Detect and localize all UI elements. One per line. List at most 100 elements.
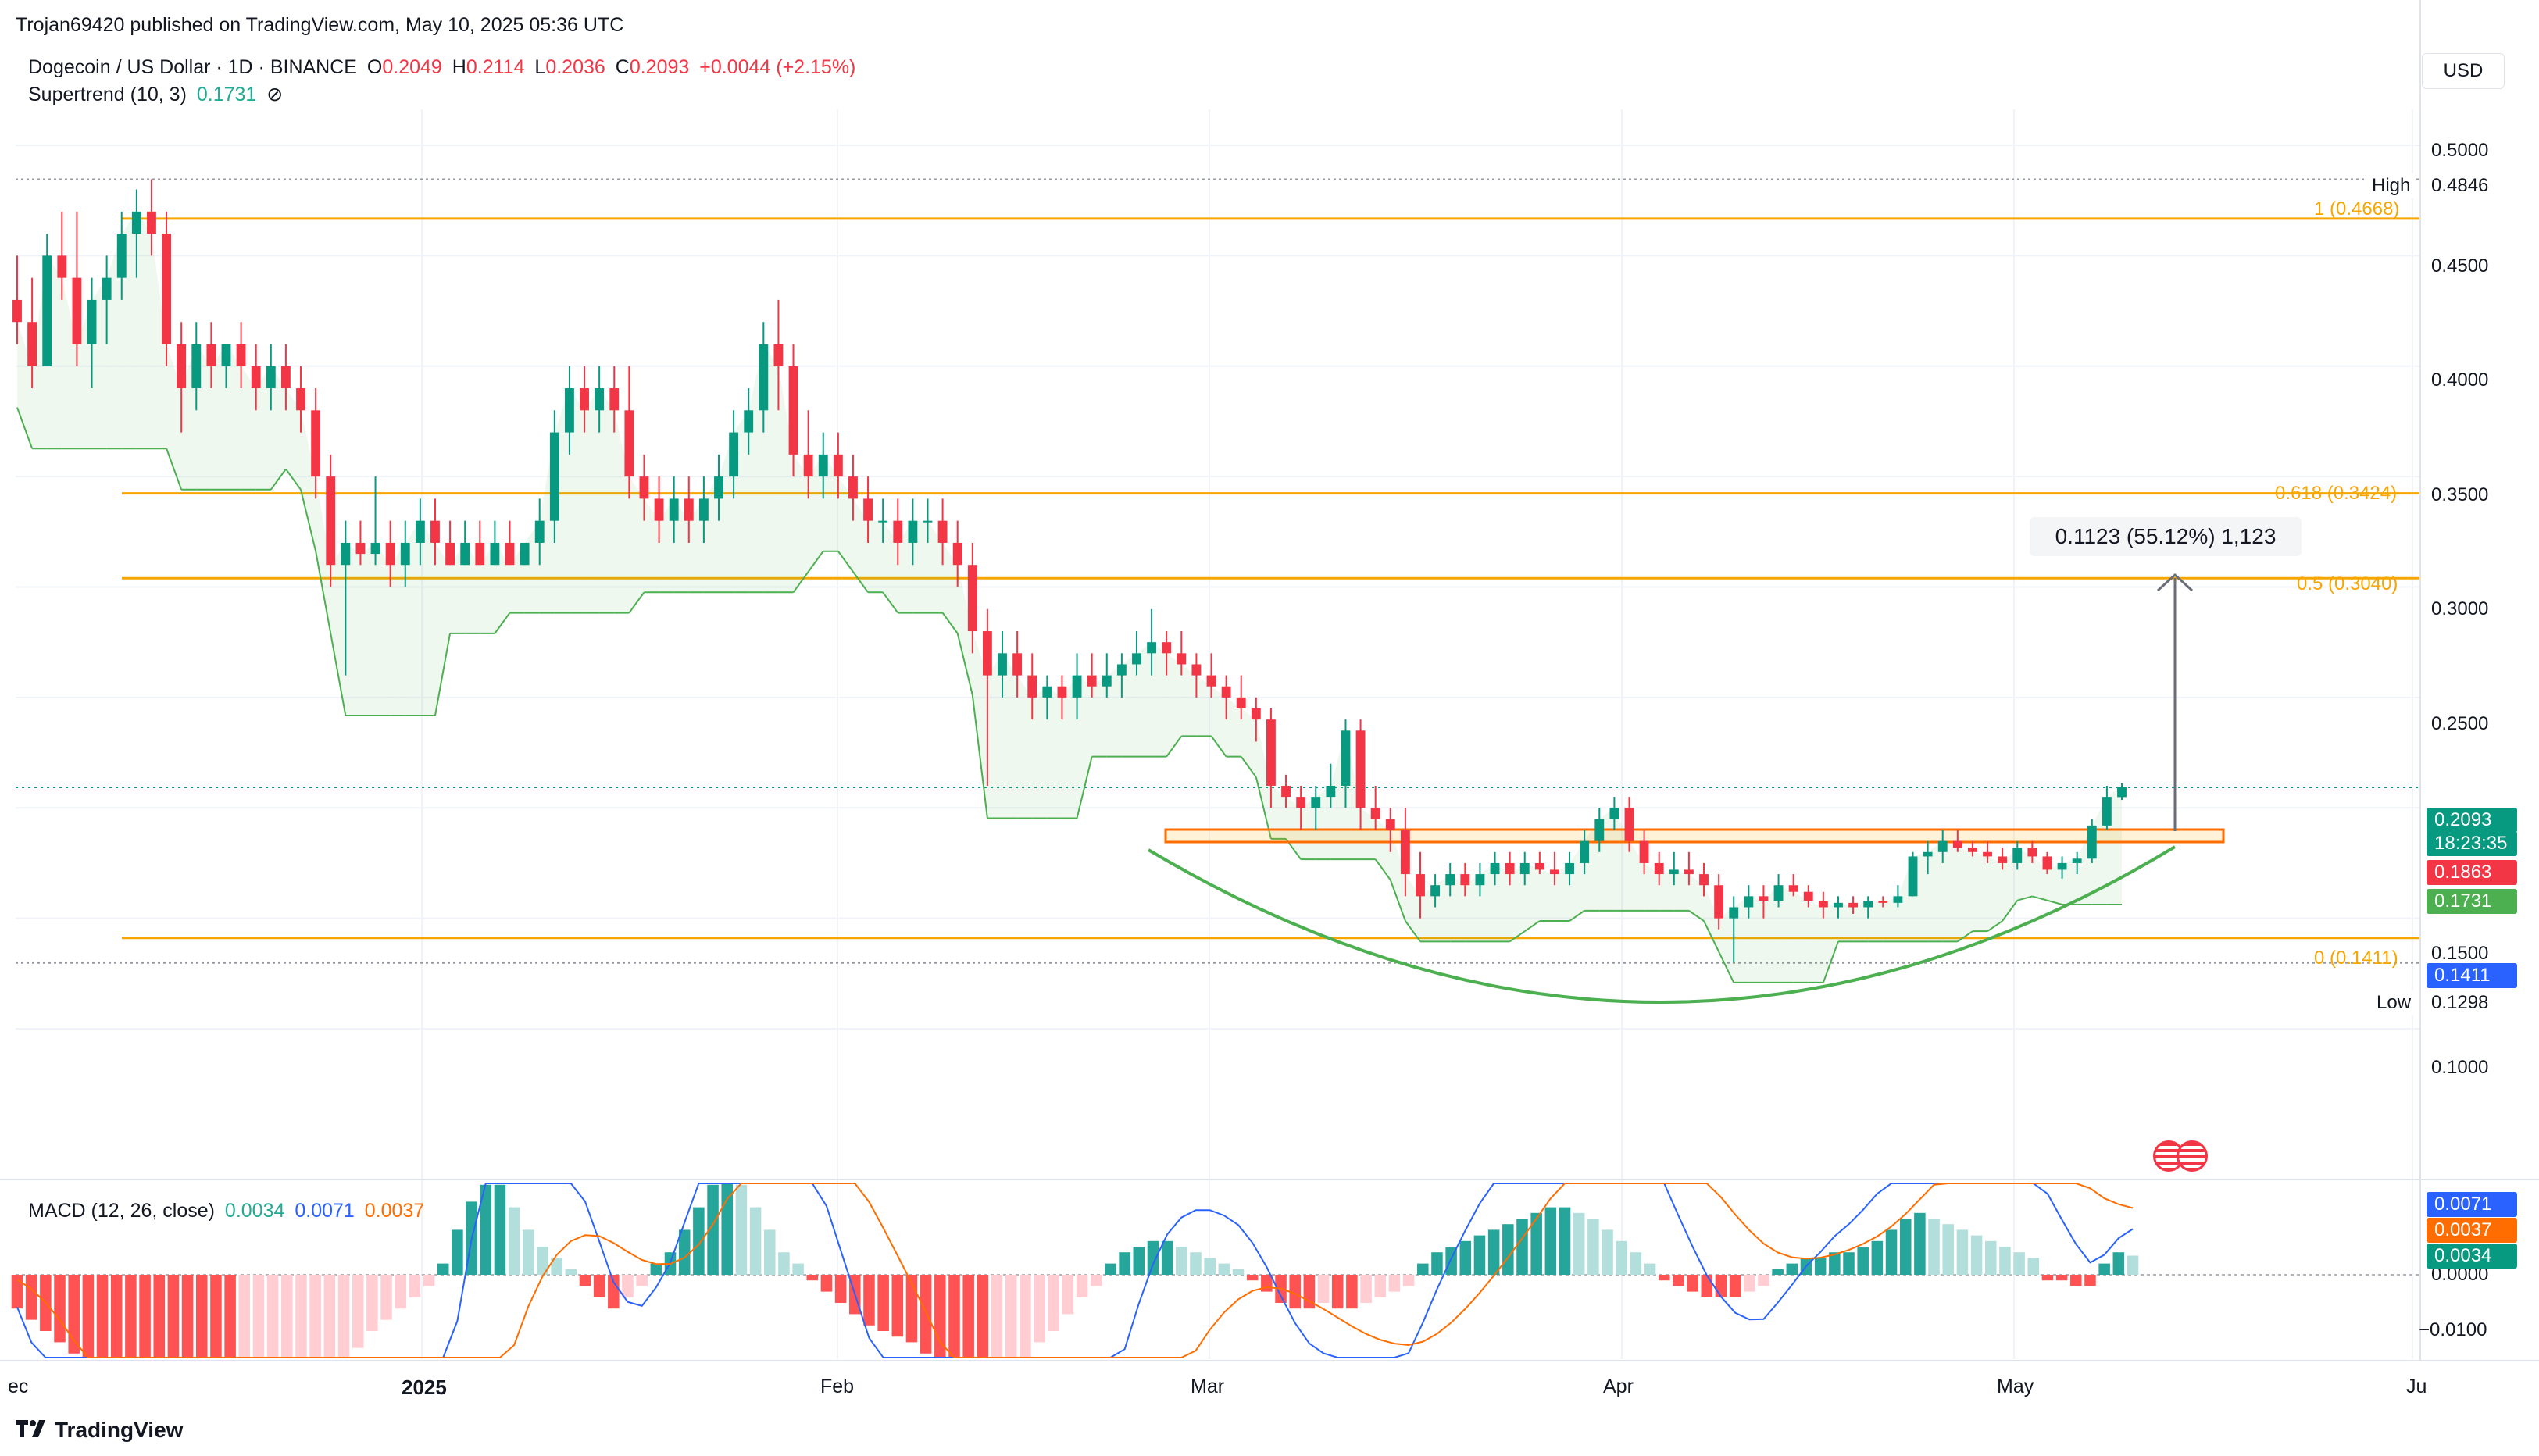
- macd-legend[interactable]: MACD (12, 26, close) 0.0034 0.0071 0.003…: [28, 1200, 429, 1222]
- macd-histogram-bar: [153, 1275, 166, 1358]
- supertrend-fill: [1927, 840, 1943, 942]
- candle-body: [1848, 902, 1859, 908]
- candle-body: [1206, 675, 1216, 687]
- supertrend-fill: [584, 388, 600, 613]
- publish-info: Trojan69420 published on TradingView.com…: [16, 14, 624, 36]
- macd-histogram-bar: [96, 1275, 109, 1358]
- supertrend-fill: [1554, 862, 1570, 922]
- macd-histogram-bar: [1956, 1229, 1969, 1275]
- macd-histogram-bar: [806, 1275, 819, 1281]
- indicator-title: Supertrend (10, 3): [28, 84, 187, 105]
- supertrend-fill: [1957, 848, 1973, 942]
- candle-body: [937, 520, 948, 543]
- candle-body: [952, 542, 962, 566]
- macd-histogram-bar: [948, 1275, 960, 1358]
- supertrend-fill: [569, 388, 585, 613]
- candle-body: [1147, 642, 1157, 654]
- macd-histogram-bar: [68, 1275, 80, 1354]
- supertrend-fill: [957, 565, 973, 695]
- price-tick: 0.4500: [2431, 255, 2489, 277]
- supertrend-fill: [942, 542, 958, 633]
- macd-histogram-bar: [693, 1207, 705, 1275]
- macd-histogram-bar: [210, 1275, 222, 1358]
- supertrend-line: [852, 571, 869, 593]
- macd-histogram-bar: [1048, 1275, 1060, 1331]
- candle-body: [788, 366, 798, 455]
- supertrend-fill: [434, 542, 451, 716]
- macd-histogram-bar: [991, 1275, 1003, 1358]
- time-axis[interactable]: [0, 0, 2539, 1361]
- macd-histogram-bar: [195, 1275, 208, 1358]
- macd-histogram-bar: [1602, 1229, 1613, 1275]
- supertrend-fill: [1719, 907, 1734, 983]
- macd-histogram-bar: [905, 1275, 918, 1343]
- tradingview-logo[interactable]: TradingView: [16, 1418, 183, 1443]
- candle-body: [1087, 675, 1097, 687]
- candle-body: [1266, 719, 1276, 786]
- macd-histogram-bar: [977, 1275, 989, 1358]
- macd-histogram-bar: [323, 1275, 336, 1358]
- candle-body: [998, 653, 1007, 676]
- cup-pattern-curve[interactable]: [1147, 573, 2225, 1004]
- supertrend-fill: [211, 344, 227, 490]
- macd-histogram-bar: [2013, 1252, 2025, 1275]
- supertrend-fill: [1136, 642, 1152, 757]
- candle-body: [280, 366, 291, 389]
- candle-body: [177, 344, 187, 389]
- candle-body: [534, 520, 545, 543]
- candle-body: [1983, 851, 1992, 857]
- macd-histogram-bar: [920, 1275, 932, 1354]
- macd-histogram-bar: [877, 1275, 889, 1331]
- candle-body: [1534, 862, 1544, 870]
- currency-button[interactable]: USD: [2422, 53, 2505, 89]
- candle-body: [2012, 848, 2023, 863]
- macd-histogram-bar: [1587, 1219, 1599, 1275]
- tradingview-logo-icon: [16, 1418, 47, 1443]
- supertrend-line: [1166, 735, 1183, 758]
- supertrend-line: [792, 571, 809, 593]
- macd-histogram-bar: [523, 1229, 534, 1275]
- supertrend-fill: [1673, 869, 1689, 911]
- us-flag-events-icon[interactable]: [2153, 1140, 2208, 1172]
- indicator-legend[interactable]: Supertrend (10, 3) 0.1731 ⊘: [28, 83, 287, 106]
- macd-histogram-bar: [1701, 1275, 1713, 1297]
- time-label: Ju: [2406, 1376, 2427, 1397]
- candle-body: [2042, 856, 2052, 870]
- supertrend-fill: [987, 653, 1003, 819]
- candle-body: [1744, 896, 1754, 908]
- supertrend-fill: [852, 498, 869, 593]
- supertrend-fill: [255, 366, 271, 490]
- candle-body: [684, 498, 694, 521]
- symbol-legend[interactable]: Dogecoin / US Dollar · 1D · BINANCE O0.2…: [28, 56, 860, 79]
- macd-histogram-bar: [395, 1275, 406, 1309]
- candle-body: [1773, 885, 1784, 901]
- supertrend-fill: [1450, 874, 1466, 942]
- supertrend-fill: [136, 211, 152, 449]
- candle-body: [400, 542, 410, 566]
- macd-histogram-bar: [494, 1184, 506, 1275]
- supertrend-line: [1210, 735, 1227, 758]
- macd-histogram-bar: [1331, 1275, 1344, 1309]
- macd-title: MACD (12, 26, close): [28, 1200, 215, 1222]
- no-visibility-icon[interactable]: ⊘: [266, 84, 284, 105]
- macd-histogram-bar: [1261, 1275, 1273, 1292]
- supertrend-fill: [390, 542, 405, 716]
- candle-body: [893, 520, 903, 543]
- candle-body: [116, 234, 127, 278]
- supertrend-line: [1688, 910, 1705, 922]
- macd-histogram-bar: [1729, 1275, 1741, 1297]
- high-value: 0.4846: [2427, 173, 2494, 198]
- supertrend-fill: [1032, 686, 1048, 819]
- supertrend-fill: [375, 542, 391, 716]
- low-value: 0.2036: [545, 56, 605, 78]
- macd-histogram-bar: [579, 1275, 591, 1286]
- fib-retracement[interactable]: [122, 217, 2420, 940]
- supertrend-line: [1240, 756, 1257, 778]
- open-value: 0.2049: [382, 56, 442, 78]
- candle-body: [1759, 896, 1769, 901]
- macd-histogram-bar: [2098, 1263, 2110, 1275]
- supertrend-fill: [629, 476, 645, 613]
- supertrend-line: [16, 407, 34, 449]
- macd-histogram-bar: [1772, 1269, 1784, 1275]
